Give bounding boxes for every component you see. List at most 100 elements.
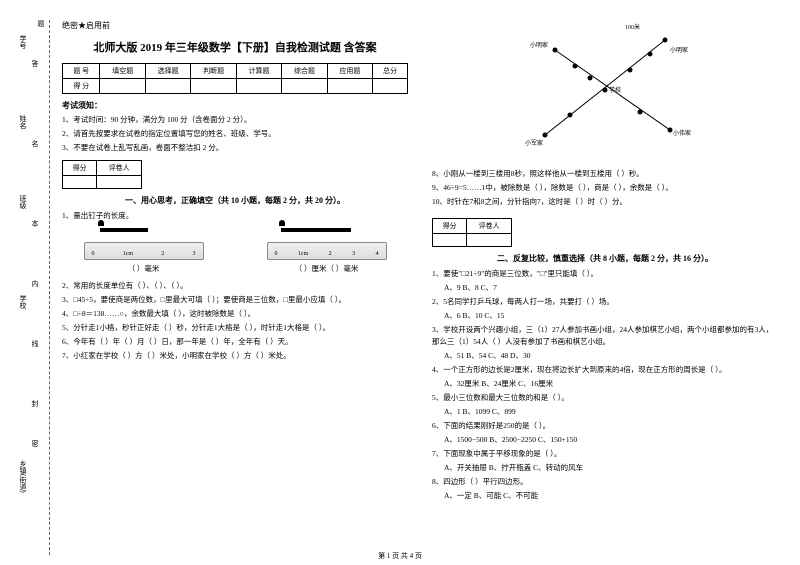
eval-box: 得分评卷人 bbox=[62, 160, 142, 189]
q10: 10、时针在7和8之间，分针指向7，这时是（ ）时（ ）分。 bbox=[432, 196, 778, 208]
th: 应用题 bbox=[327, 64, 372, 79]
node bbox=[543, 133, 548, 138]
th: 判断题 bbox=[191, 64, 236, 79]
tick: 0 bbox=[275, 251, 278, 257]
margin-dot: 内 bbox=[30, 280, 40, 287]
tick: 3 bbox=[193, 251, 196, 257]
margin-dot: 线 bbox=[30, 340, 40, 347]
q8: 8、小刚从一楼到三楼用8秒，照这样他从一楼到五楼用（ ）秒。 bbox=[432, 168, 778, 180]
tick: 3 bbox=[352, 251, 355, 257]
margin-dot: 密 bbox=[30, 440, 40, 447]
q3: 3、□45÷5，要使商是两位数，□里最大可填（ ）；要使商是三位数，□里最小应填… bbox=[62, 294, 408, 306]
s2q2o: A、6 B、10 C、15 bbox=[432, 310, 778, 322]
label-tl: 小明家 bbox=[530, 40, 548, 49]
q7: 7、小红家在学校（ ）方（ ）米处，小明家在学校（ ）方（ ）米处。 bbox=[62, 350, 408, 362]
blank[interactable] bbox=[433, 234, 467, 247]
th: 选择题 bbox=[145, 64, 190, 79]
notice-item: 1、考试时间：90 分钟，满分为 100 分（含卷面分 2 分）。 bbox=[62, 114, 408, 126]
s2q5: 5、最小三位数和最大三位数的和是（ ）。 bbox=[432, 392, 778, 404]
page-footer: 第 1 页 共 4 页 bbox=[0, 551, 800, 561]
q2: 2、常用的长度单位有（ ）、（ ）、（ ）。 bbox=[62, 280, 408, 292]
margin-label-town: 乡镇(街道) bbox=[18, 460, 28, 493]
blank[interactable] bbox=[97, 176, 142, 189]
ruler-ticks: 0 1cm 2 3 bbox=[92, 251, 196, 257]
node bbox=[663, 38, 668, 43]
tick: 1cm bbox=[298, 251, 308, 257]
label-tr2: 小明家 bbox=[670, 45, 688, 54]
cross-diagram: 小明家 100米 小明家 小军家 小伟家 学校 bbox=[515, 20, 695, 160]
s2q3: 3、学校开设两个兴趣小组，三（1）27人参加书画小组，24人参加棋艺小组，两个小… bbox=[432, 324, 778, 348]
exam-title: 北师大版 2019 年三年级数学【下册】自我检测试题 含答案 bbox=[62, 39, 408, 55]
node bbox=[568, 113, 573, 118]
q9: 9、46÷9=5……1中，被除数是（ ），除数是（ ），商是（ ），余数是（ ）… bbox=[432, 182, 778, 194]
blank[interactable] bbox=[63, 176, 97, 189]
tick: 0 bbox=[92, 251, 95, 257]
nail-icon bbox=[100, 228, 148, 232]
label-tr: 100米 bbox=[625, 22, 640, 31]
td[interactable] bbox=[327, 79, 372, 94]
margin-label-school: 学校 bbox=[18, 295, 28, 309]
node bbox=[638, 110, 643, 115]
margin-dot: 封 bbox=[30, 400, 40, 407]
node bbox=[648, 52, 653, 57]
margin-dot: 本 bbox=[30, 220, 40, 227]
node bbox=[668, 128, 673, 133]
s2q8: 8、四边形（ ）平行四边形。 bbox=[432, 476, 778, 488]
tick: 2 bbox=[329, 251, 332, 257]
rulers-container: 0 1cm 2 3 （ ）毫米 0 1cm 2 bbox=[62, 228, 408, 274]
got-score: 得分 bbox=[433, 219, 467, 234]
s2q5o: A、1 B、1099 C、899 bbox=[432, 406, 778, 418]
label-center: 学校 bbox=[609, 85, 621, 94]
nail-head-icon bbox=[279, 220, 285, 226]
s2q4: 4、一个正方形的边长是2厘米，现在将边长扩大到原来的4倍，现在正方形的周长是（ … bbox=[432, 364, 778, 376]
s2q7o: A、开关抽屉 B、拧开瓶盖 C、转动的风车 bbox=[432, 462, 778, 474]
ruler2: 0 1cm 2 3 4 bbox=[267, 228, 387, 260]
section2-head: 二、反复比较，慎重选择（共 8 小题，每题 2 分，共 16 分）。 bbox=[432, 253, 778, 264]
blank[interactable] bbox=[467, 234, 512, 247]
section1-head: 一、用心思考，正确填空（共 10 小题，每题 2 分，共 20 分）。 bbox=[62, 195, 408, 206]
got-score: 得分 bbox=[63, 161, 97, 176]
td: 得 分 bbox=[63, 79, 100, 94]
td[interactable] bbox=[145, 79, 190, 94]
nail-icon bbox=[281, 228, 351, 232]
binding-margin: 学号 姓名 班级 学校 乡镇(街道) 答 名 本 内 线 封 密 题 bbox=[10, 20, 50, 555]
right-column: 小明家 100米 小明家 小军家 小伟家 学校 8、小刚从一楼到三楼用8秒，照这… bbox=[420, 20, 790, 555]
q6: 6、今年有（ ）年（ ）月（ ）日，那一年是（ ）年，全年有（ ）天。 bbox=[62, 336, 408, 348]
td[interactable] bbox=[100, 79, 145, 94]
s2q6o: A、1500−500 B、2500−2250 C、150+150 bbox=[432, 434, 778, 446]
node bbox=[553, 48, 558, 53]
tick: 2 bbox=[161, 251, 164, 257]
th: 题 号 bbox=[63, 64, 100, 79]
notice-item: 2、请首先按要求在试卷的指定位置填写您的姓名、班级、学号。 bbox=[62, 128, 408, 140]
secret-label: 绝密★启用前 bbox=[62, 20, 408, 31]
node bbox=[628, 68, 633, 73]
eval-box2: 得分评卷人 bbox=[432, 218, 512, 247]
th: 总分 bbox=[373, 64, 408, 79]
s2q7: 7、下面现象中属于平移现象的是（ ）。 bbox=[432, 448, 778, 460]
th: 综合题 bbox=[282, 64, 327, 79]
ruler1-label: （ ）毫米 bbox=[84, 263, 204, 274]
td[interactable] bbox=[373, 79, 408, 94]
td[interactable] bbox=[282, 79, 327, 94]
q4: 4、□÷8＝138……○，余数最大填（ ），这时被除数是（ ）。 bbox=[62, 308, 408, 320]
node bbox=[588, 76, 593, 81]
margin-dot: 名 bbox=[30, 140, 40, 147]
node-center bbox=[603, 88, 608, 93]
reviewer: 评卷人 bbox=[467, 219, 512, 234]
margin-label-id: 学号 bbox=[18, 35, 28, 49]
s2q4o: A、32厘米 B、24厘米 C、16厘米 bbox=[432, 378, 778, 390]
margin-label-name: 姓名 bbox=[18, 115, 28, 129]
notice-item: 3、不要在试卷上乱写乱画，卷面不整洁扣 2 分。 bbox=[62, 142, 408, 154]
s2q1: 1、要使"□21÷9"的商是三位数，"□"里只能填（ ）。 bbox=[432, 268, 778, 280]
td[interactable] bbox=[191, 79, 236, 94]
score-table: 题 号 填空题 选择题 判断题 计算题 综合题 应用题 总分 得 分 bbox=[62, 63, 408, 94]
nail-head-icon bbox=[98, 220, 104, 226]
ruler1: 0 1cm 2 3 bbox=[84, 228, 204, 260]
q5: 5、分针走1小格，秒针正好走（ ）秒，分针走1大格是（ ），时针走1大格是（ ）… bbox=[62, 322, 408, 334]
td[interactable] bbox=[236, 79, 281, 94]
ruler1-box: 0 1cm 2 3 （ ）毫米 bbox=[84, 228, 204, 274]
ruler-ticks: 0 1cm 2 3 4 bbox=[275, 251, 379, 257]
q1: 1、量出钉子的长度。 bbox=[62, 210, 408, 222]
margin-dot: 答 bbox=[30, 60, 40, 67]
s2q8o: A、一定 B、可能 C、不可能 bbox=[432, 490, 778, 502]
